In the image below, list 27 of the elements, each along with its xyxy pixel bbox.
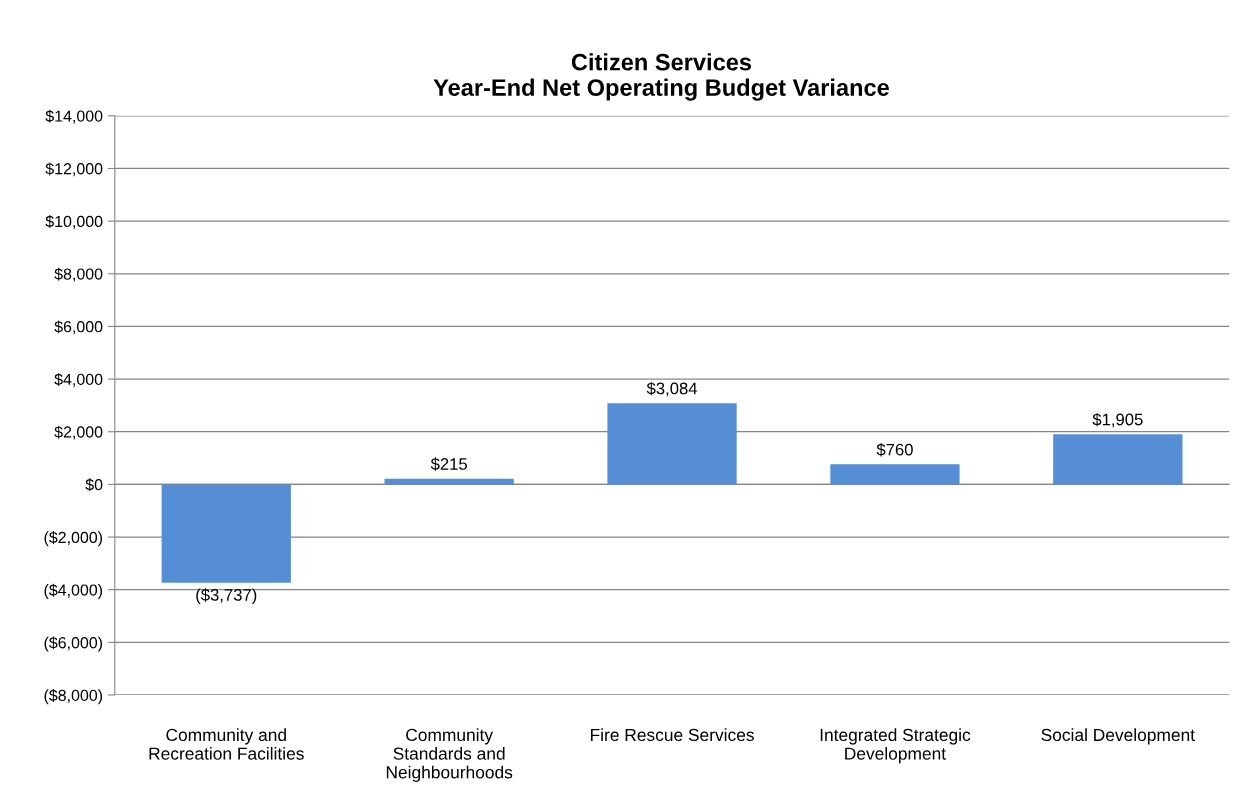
x-tick-label: Community and Recreation Facilities	[149, 728, 304, 760]
bar	[830, 464, 960, 485]
data-label: $760	[876, 443, 913, 457]
x-tick-label: Integrated Strategic Development	[820, 728, 971, 764]
x-tick-label: Community Standards and Neighbourhoods	[386, 728, 513, 782]
data-label: $215	[430, 457, 467, 471]
data-label: $1,905	[1092, 412, 1143, 428]
bar	[161, 484, 291, 583]
y-tick-label: ($6,000)	[44, 636, 103, 652]
y-tick-label: ($4,000)	[44, 583, 103, 599]
y-tick-label: $2,000	[54, 425, 103, 440]
y-tick-label: $14,000	[45, 109, 103, 124]
y-tick-label: ($8,000)	[44, 689, 103, 705]
chart-title: Citizen Services Year-End Net Operating Budget Variance	[433, 53, 889, 101]
y-tick-label: $0	[85, 478, 103, 492]
x-tick-label: Fire Rescue Services	[590, 728, 754, 742]
bar	[1053, 434, 1183, 485]
bar	[607, 403, 737, 485]
y-tick-label: $10,000	[45, 215, 103, 229]
y-tick-label: $12,000	[45, 162, 103, 177]
data-label: $3,084	[646, 381, 698, 397]
y-tick-label: ($2,000)	[44, 531, 103, 547]
data-label: ($3,737)	[196, 588, 257, 605]
x-tick-label: Social Development	[1041, 728, 1195, 745]
y-tick-label: $4,000	[54, 373, 103, 387]
y-tick-label: $6,000	[54, 320, 103, 335]
y-tick-label: $8,000	[54, 267, 103, 282]
